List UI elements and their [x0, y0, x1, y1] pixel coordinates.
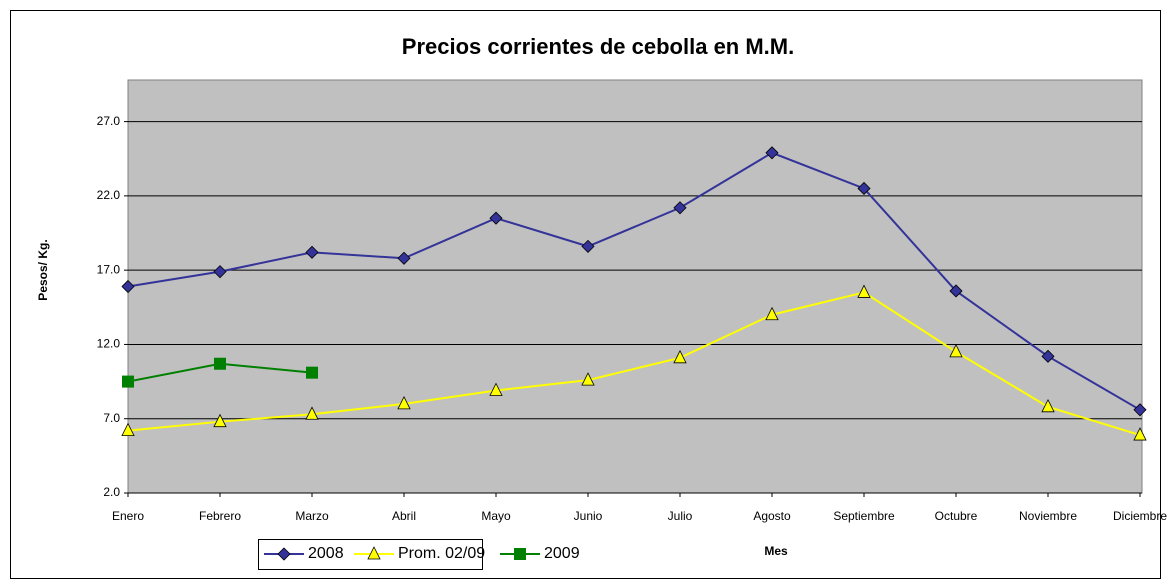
y-tick-label: 7.0	[103, 411, 120, 425]
plot-area	[127, 79, 1143, 494]
x-tick-label: Diciembre	[1113, 509, 1167, 523]
marker	[949, 284, 963, 298]
x-tick-label: Noviembre	[1019, 509, 1077, 523]
marker	[1133, 403, 1147, 417]
x-tick-label: Febrero	[199, 509, 241, 523]
x-tick-label: Octubre	[935, 509, 978, 523]
marker	[673, 349, 687, 364]
marker	[673, 201, 687, 215]
marker	[305, 406, 319, 420]
marker	[765, 146, 779, 160]
marker	[581, 372, 595, 386]
x-tick-label: Agosto	[753, 509, 791, 523]
x-tick-label: Enero	[112, 509, 144, 523]
marker	[213, 413, 227, 428]
marker	[305, 245, 319, 259]
series-line	[127, 151, 1141, 411]
marker	[1041, 349, 1055, 363]
y-tick-label: 22.0	[97, 188, 121, 202]
marker	[121, 279, 135, 294]
chart-title: Precios corrientes de cebolla en M.M.	[402, 34, 794, 59]
y-axis-label: Pesos/ Kg.	[36, 239, 50, 300]
marker	[949, 343, 963, 358]
marker	[489, 211, 503, 225]
marker	[306, 366, 318, 379]
marker	[122, 375, 134, 388]
marker	[765, 306, 779, 321]
legend-label: Prom. 02/09	[398, 545, 485, 562]
y-tick-label: 27.0	[97, 114, 121, 128]
marker	[277, 547, 291, 561]
x-tick-label: Abril	[392, 509, 416, 523]
x-tick-label: Septiembre	[833, 509, 895, 523]
marker	[581, 239, 595, 253]
marker	[213, 265, 227, 279]
y-tick-label: 2.0	[103, 485, 120, 499]
marker	[1133, 427, 1147, 441]
marker	[1041, 398, 1055, 413]
x-tick-label: Marzo	[295, 509, 329, 523]
legend-label: 2009	[544, 545, 580, 562]
legend-label: 2008	[308, 545, 344, 562]
marker	[121, 422, 135, 437]
x-tick-label: Mayo	[481, 509, 511, 523]
series-line	[127, 291, 1141, 437]
x-tick-label: Junio	[574, 509, 603, 523]
y-tick-label: 12.0	[97, 337, 121, 351]
marker	[857, 181, 871, 196]
marker	[397, 251, 411, 265]
x-axis-label: Mes	[764, 544, 788, 558]
marker	[514, 548, 526, 560]
marker	[214, 357, 226, 370]
x-tick-label: Julio	[668, 509, 693, 523]
marker	[367, 546, 381, 560]
y-tick-label: 17.0	[97, 262, 121, 276]
marker	[857, 284, 871, 298]
marker	[489, 382, 503, 396]
marker	[397, 395, 411, 410]
